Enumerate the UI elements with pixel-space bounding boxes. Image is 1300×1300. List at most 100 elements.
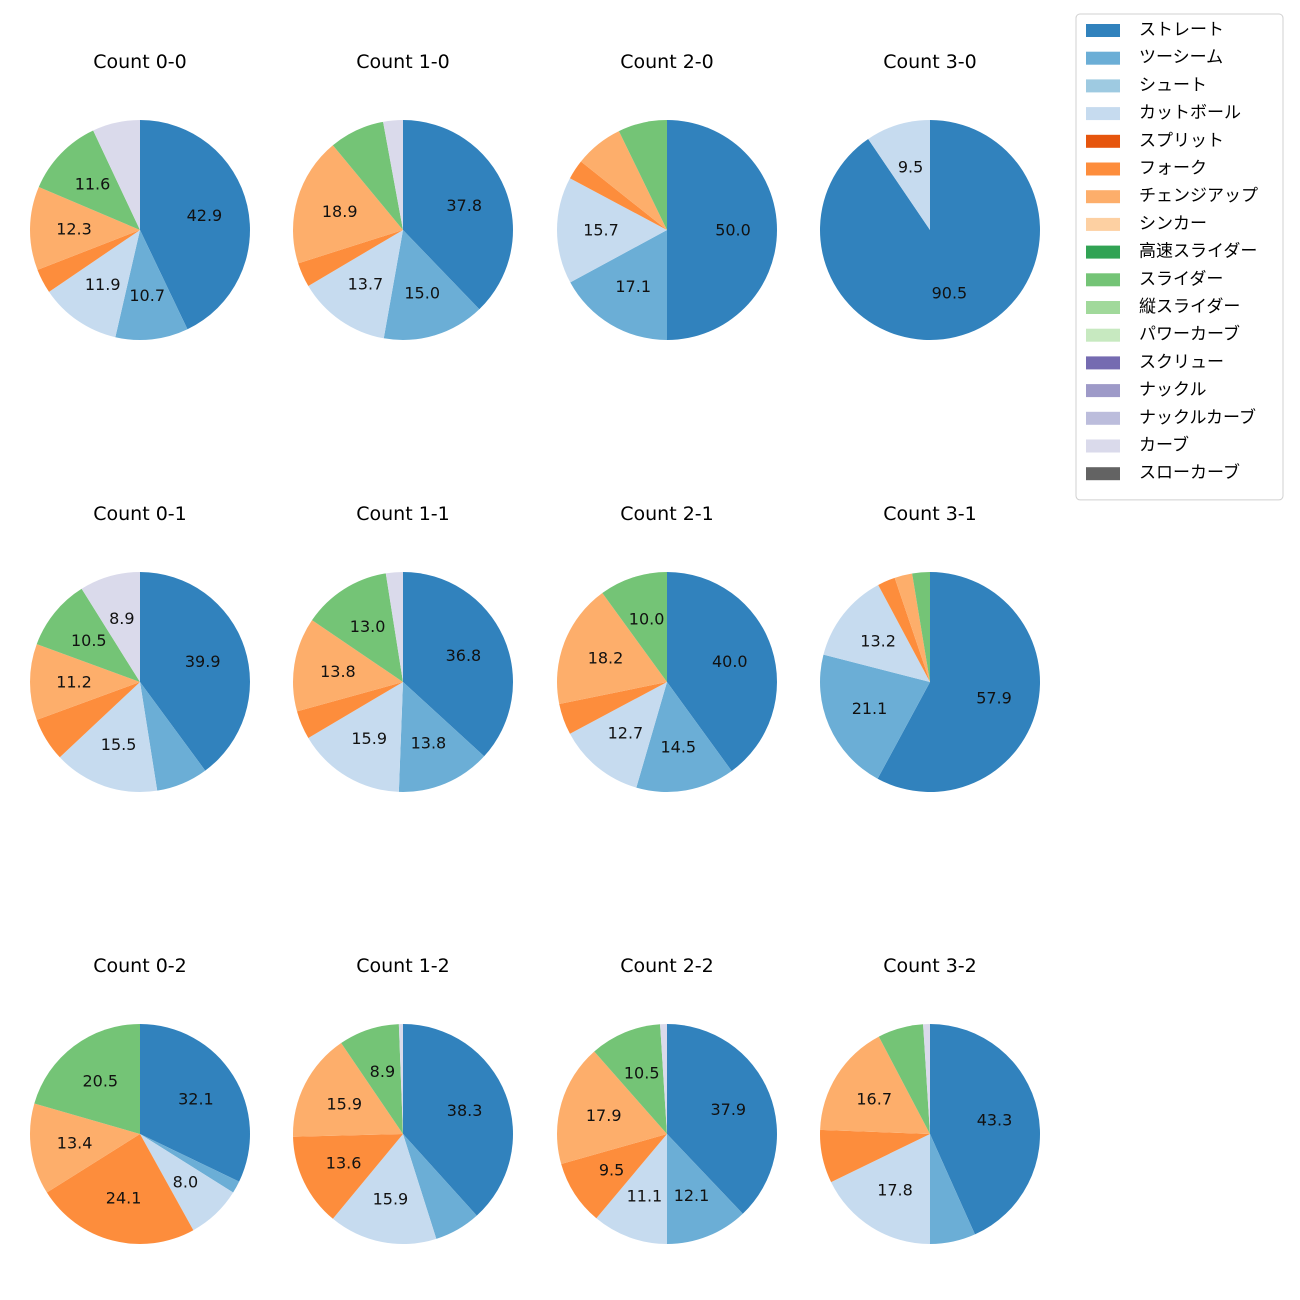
pie-slice	[59, 682, 158, 793]
pie-slice	[46, 1134, 194, 1244]
legend-swatch	[1086, 384, 1120, 398]
slice-label: 18.9	[322, 202, 358, 221]
slice-label: 15.7	[583, 221, 619, 240]
legend-label: スクリュー	[1139, 352, 1224, 372]
pie-count-2-2: Count 2-2 37.9 12.1 11.19.5 17.9 10.5	[557, 955, 777, 1244]
legend-swatch	[1086, 411, 1120, 425]
pie-slice	[38, 130, 140, 230]
legend-item: ストレート	[1086, 20, 1224, 40]
slice-label: 42.9	[187, 206, 223, 225]
slice-label: 43.3	[977, 1111, 1013, 1130]
legend-item: ツーシーム	[1086, 48, 1223, 68]
slice-label: 11.1	[627, 1187, 663, 1206]
pie-slice	[341, 1024, 403, 1134]
pie-count-2-0: Count 2-0 50.0 17.1 15.7	[557, 51, 777, 340]
slice-label: 11.9	[85, 275, 121, 294]
legend-item: パワーカーブ	[1086, 324, 1240, 345]
slice-label: 37.9	[710, 1100, 746, 1119]
slice-label: 13.4	[57, 1134, 93, 1153]
pie-slice	[594, 1024, 667, 1134]
slice-label: 11.2	[56, 673, 92, 692]
slice-label: 8.0	[173, 1172, 198, 1191]
slice-label: 37.8	[446, 196, 482, 215]
pie-slice	[308, 230, 403, 339]
pie-slice	[561, 1134, 667, 1219]
slice-label: 10.5	[624, 1064, 660, 1083]
legend-label: 高速スライダー	[1139, 242, 1257, 262]
pie-slice	[81, 572, 140, 682]
pie-slice	[823, 584, 930, 682]
pie-slice	[569, 682, 667, 788]
slice-label: 13.8	[320, 662, 356, 681]
legend-item: ナックルカーブ	[1086, 407, 1256, 428]
pie-slice	[383, 120, 403, 230]
pie-slice	[559, 682, 667, 734]
slice-label: 15.9	[351, 729, 387, 748]
pie-slice	[868, 120, 930, 230]
pie-slice	[298, 230, 403, 286]
pie-slice	[293, 1134, 403, 1219]
slice-label: 9.5	[898, 157, 923, 176]
pie-count-3-0: Count 3-0 90.5 9.5	[819, 51, 1040, 340]
pie-slice	[385, 572, 403, 682]
pie-slice	[912, 572, 930, 682]
pie-slice	[877, 572, 1041, 792]
pie-slice	[820, 654, 930, 779]
pie-count-3-1: Count 3-1 57.9 21.1 13.2	[820, 503, 1041, 792]
legend-swatch	[1086, 162, 1120, 176]
legend-item: スライダー	[1086, 269, 1223, 289]
slice-label: 14.5	[660, 738, 696, 757]
pie-count-1-1: Count 1-1 36.8 13.8 15.9 13.8 13.0	[292, 503, 514, 792]
pie-slice	[36, 588, 140, 682]
pie-slice	[930, 1134, 975, 1244]
pie-slice	[618, 120, 667, 230]
slice-label: 13.6	[326, 1153, 362, 1172]
legend-swatch	[1086, 439, 1120, 453]
legend-swatch	[1086, 301, 1120, 314]
pie-slice	[819, 120, 1040, 340]
slice-label: 16.7	[856, 1089, 892, 1108]
pie-slice	[557, 1051, 667, 1165]
pie-title: Count 3-1	[883, 503, 977, 525]
pie-title: Count 1-2	[356, 955, 450, 977]
pie-title: Count 0-2	[93, 955, 187, 977]
pie-slice	[398, 1024, 403, 1134]
pie-slice	[930, 1024, 1041, 1235]
legend-label: フォーク	[1139, 159, 1207, 179]
pie-title: Count 2-0	[620, 51, 714, 73]
slice-label: 15.5	[101, 735, 137, 754]
slice-label: 21.1	[852, 699, 888, 718]
pie-slice	[332, 121, 403, 230]
pie-slice	[878, 1024, 930, 1134]
slice-label: 12.1	[674, 1186, 710, 1205]
legend-label: スライダー	[1139, 269, 1223, 289]
pie-slice	[403, 120, 513, 310]
pie-slice	[140, 1134, 234, 1231]
pie-slice	[34, 1024, 140, 1134]
legend: ストレートツーシームシュートカットボールスプリットフォークチェンジアップシンカー…	[1075, 13, 1284, 501]
slice-label: 8.9	[109, 609, 134, 628]
legend-item: シンカー	[1086, 214, 1207, 234]
pie-slice	[923, 1024, 930, 1134]
slice-label: 17.9	[586, 1106, 622, 1125]
slice-label: 90.5	[932, 284, 968, 303]
pie-title: Count 3-0	[883, 51, 977, 73]
pie-title: Count 0-0	[93, 51, 187, 73]
slice-label: 36.8	[446, 646, 482, 665]
pie-slice	[36, 682, 140, 758]
pie-slice	[140, 120, 250, 330]
slice-label: 17.1	[615, 277, 651, 296]
legend-label: シュート	[1139, 75, 1207, 95]
pie-slice	[140, 1134, 240, 1193]
legend-swatch	[1086, 245, 1120, 259]
slice-label: 50.0	[715, 221, 751, 240]
legend-item: ナックル	[1086, 380, 1207, 400]
pie-slice	[894, 573, 930, 682]
legend-swatch	[1086, 134, 1120, 148]
pie-count-1-0: Count 1-0 37.8 15.0 13.7 18.9	[292, 51, 513, 340]
pie-title: Count 3-2	[883, 955, 977, 977]
pie-slice	[557, 178, 667, 283]
legend-label: チェンジアップ	[1139, 186, 1258, 206]
legend-item: カーブ	[1086, 435, 1189, 456]
